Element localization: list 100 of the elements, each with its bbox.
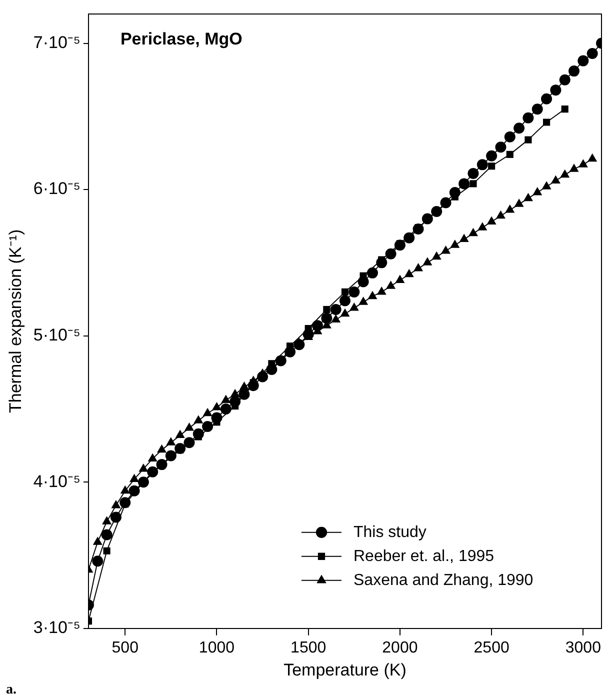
point bbox=[138, 463, 148, 472]
x-tick-label: 2500 bbox=[474, 639, 510, 656]
point bbox=[486, 150, 498, 162]
point bbox=[522, 112, 534, 124]
point bbox=[257, 371, 268, 382]
point bbox=[366, 267, 378, 278]
point bbox=[561, 106, 568, 113]
point bbox=[184, 437, 195, 448]
point bbox=[550, 175, 560, 184]
point bbox=[175, 430, 185, 438]
point bbox=[212, 402, 222, 410]
point bbox=[358, 276, 369, 288]
point bbox=[202, 408, 212, 416]
point bbox=[349, 302, 359, 311]
point bbox=[284, 346, 296, 358]
point bbox=[449, 186, 460, 198]
point bbox=[120, 497, 131, 508]
y-axis-title: Thermal expansion (K⁻¹) bbox=[6, 229, 25, 414]
point bbox=[358, 296, 368, 305]
point bbox=[302, 328, 314, 340]
text: Periclase, MgO bbox=[120, 30, 242, 49]
point bbox=[103, 547, 110, 554]
point bbox=[130, 474, 140, 482]
x-axis-title: Temperature (K) bbox=[284, 660, 406, 680]
point bbox=[202, 421, 214, 432]
point bbox=[550, 84, 562, 96]
point bbox=[147, 466, 158, 478]
point bbox=[514, 122, 525, 134]
point bbox=[238, 388, 250, 400]
y-tick-label: 3·10⁻⁵ bbox=[33, 618, 80, 638]
point bbox=[578, 159, 588, 168]
point bbox=[211, 412, 222, 424]
point bbox=[128, 485, 140, 496]
point bbox=[468, 228, 478, 236]
point bbox=[266, 364, 278, 375]
point bbox=[478, 222, 488, 230]
point bbox=[560, 169, 570, 178]
point bbox=[102, 516, 112, 524]
point bbox=[341, 288, 349, 296]
point bbox=[101, 529, 112, 540]
point bbox=[111, 500, 121, 508]
point bbox=[468, 168, 479, 179]
legend-label: Saxena and Zhang, 1990 bbox=[354, 572, 534, 589]
y-tick-label: 5·10⁻⁵ bbox=[33, 326, 80, 345]
point bbox=[275, 355, 286, 366]
point bbox=[92, 536, 102, 545]
point bbox=[450, 240, 460, 248]
point bbox=[368, 290, 378, 300]
y-tick-label: 6·10⁻⁵ bbox=[33, 179, 80, 198]
point bbox=[412, 224, 424, 235]
point bbox=[221, 394, 231, 403]
point bbox=[312, 320, 324, 332]
point bbox=[92, 556, 104, 567]
point bbox=[578, 55, 589, 66]
point bbox=[486, 216, 496, 224]
x-tick-label: 1500 bbox=[290, 639, 326, 656]
point bbox=[532, 186, 542, 196]
point bbox=[194, 415, 204, 424]
point bbox=[395, 274, 405, 283]
point bbox=[532, 104, 543, 115]
point bbox=[542, 118, 550, 126]
text: a. bbox=[6, 682, 16, 698]
point bbox=[120, 485, 130, 494]
point bbox=[339, 295, 350, 306]
point bbox=[541, 93, 552, 104]
point bbox=[404, 232, 415, 244]
point bbox=[321, 312, 332, 324]
point bbox=[505, 204, 515, 213]
point bbox=[166, 437, 176, 446]
y-tick-label: 4·10⁻⁵ bbox=[33, 472, 80, 491]
point bbox=[432, 251, 442, 260]
point bbox=[542, 181, 552, 190]
point bbox=[523, 192, 533, 202]
point bbox=[422, 213, 433, 224]
point bbox=[148, 453, 158, 462]
point bbox=[230, 396, 241, 408]
point bbox=[376, 257, 388, 268]
point bbox=[386, 280, 396, 289]
point bbox=[110, 512, 122, 523]
x-tick-label: 3000 bbox=[565, 639, 602, 656]
point bbox=[340, 308, 350, 317]
point bbox=[385, 248, 396, 260]
point bbox=[376, 286, 386, 295]
point bbox=[404, 268, 414, 278]
point bbox=[331, 314, 341, 322]
point bbox=[184, 422, 194, 431]
y-tick-label: 7·10⁻⁵ bbox=[33, 32, 80, 52]
x-tick-label: 500 bbox=[112, 639, 139, 656]
point bbox=[394, 240, 406, 251]
point bbox=[476, 159, 488, 170]
point bbox=[458, 178, 470, 190]
point bbox=[495, 142, 506, 153]
point bbox=[459, 234, 469, 242]
point bbox=[174, 442, 186, 454]
x-tick-label: 1000 bbox=[198, 639, 235, 656]
legend-label: This study bbox=[354, 524, 426, 541]
point bbox=[588, 153, 598, 162]
point bbox=[165, 450, 176, 462]
point bbox=[192, 428, 204, 440]
point bbox=[348, 286, 360, 298]
